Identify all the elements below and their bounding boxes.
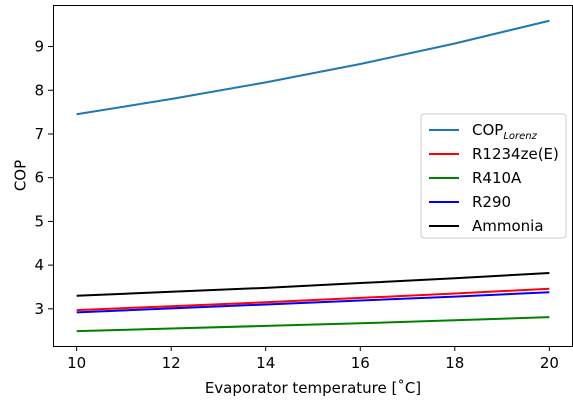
x-tick-label: 14 (256, 354, 275, 372)
y-tick-label: 5 (34, 212, 44, 230)
legend-label: R1234ze(E) (472, 145, 559, 163)
series-line (76, 271, 550, 297)
y-axis-label: COP (12, 160, 30, 191)
legend-label: R290 (472, 193, 511, 211)
x-tick-label: 20 (540, 354, 559, 372)
series-line (76, 19, 550, 116)
x-axis-label: Evaporator temperature [˚C] (205, 379, 421, 397)
y-tick-label: 9 (34, 38, 44, 56)
x-tick-label: 18 (445, 354, 464, 372)
plot-lines (76, 19, 550, 333)
y-tick-label: 8 (34, 81, 44, 99)
x-tick-label: 12 (162, 354, 181, 372)
legend-box (420, 113, 567, 239)
y-axis: 3 4 5 6 7 8 9 (34, 38, 53, 318)
x-tick-label: 10 (67, 354, 86, 372)
y-tick-label: 7 (34, 125, 44, 143)
y-tick-label: 3 (34, 300, 44, 318)
series-line (76, 291, 550, 314)
series-line (76, 287, 550, 312)
x-axis: 10 12 14 16 18 20 (67, 346, 559, 372)
x-tick-label: 16 (351, 354, 370, 372)
y-tick-label: 6 (34, 169, 44, 187)
y-tick-label: 4 (34, 256, 44, 274)
legend-label: R410A (472, 169, 522, 187)
series-line (76, 316, 550, 333)
legend-label: Ammonia (472, 217, 544, 235)
